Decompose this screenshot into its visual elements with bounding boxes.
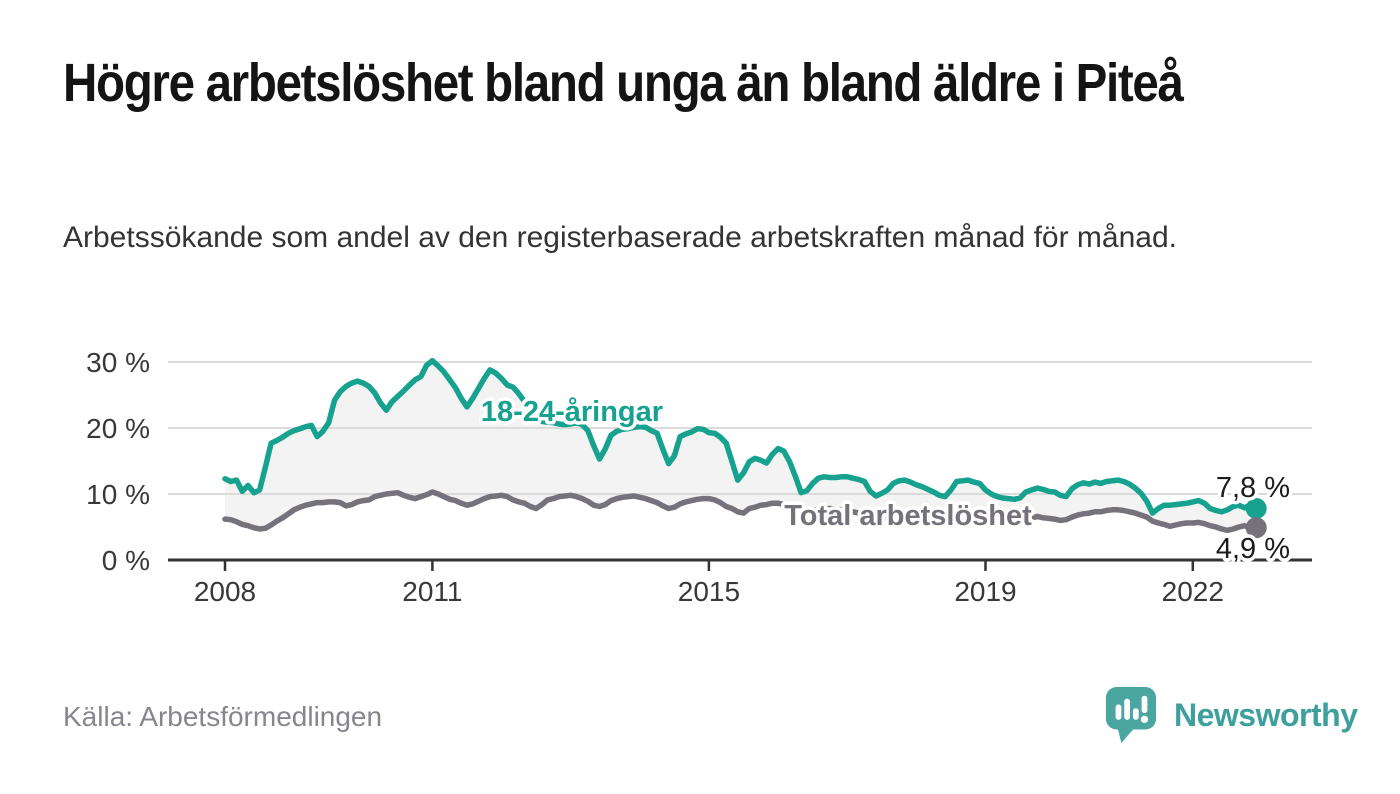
bar-icon-1 [1115, 704, 1122, 720]
bubble-body [1105, 687, 1157, 730]
series-line-young [222, 357, 1259, 516]
y-tick-label: 30 % [86, 347, 150, 378]
x-tick-label: 2011 [402, 576, 462, 607]
page-subtitle: Arbetssökande som andel av den registerb… [63, 221, 1177, 254]
page-title: Högre arbetslöshet bland unga än bland ä… [63, 53, 1184, 113]
newsworthy-wordmark: Newsworthy [1174, 696, 1358, 733]
source-note: Källa: Arbetsförmedlingen [63, 701, 383, 732]
series-end-dot-young [1245, 498, 1267, 519]
bar-icon-2 [1124, 698, 1131, 720]
series-label-total: Total arbetslöshet [784, 500, 1032, 532]
value-label-young: 7,8 % [1216, 472, 1290, 504]
series-line-total [222, 489, 1259, 534]
series-label-young: 18-24-åringar [481, 396, 663, 428]
axis-grid-layer: 30 % 20 % 10 % 0 % 2008 2011 2015 2019 2022 [86, 347, 1312, 607]
series-band-fill [225, 360, 1257, 531]
newsworthy-logo: Newsworthy [1104, 684, 1358, 746]
x-tick-label: 2008 [194, 576, 256, 607]
x-tick-label: 2015 [678, 576, 740, 607]
bubble-tail [1117, 727, 1135, 743]
value-label-total: 4,9 % [1216, 533, 1290, 565]
x-tick-label: 2019 [954, 576, 1016, 607]
series-end-dot-total [1245, 517, 1267, 539]
y-tick-label: 20 % [86, 413, 150, 444]
x-tick-label: 2022 [1162, 576, 1224, 607]
exclamation-dot-icon [1140, 715, 1149, 724]
series-layer [222, 357, 1267, 539]
y-tick-label: 0 % [102, 545, 150, 576]
exclamation-bar-icon [1141, 695, 1148, 714]
bar-icon-3 [1132, 708, 1139, 720]
y-tick-label: 10 % [86, 479, 150, 510]
newsworthy-bubble-chart-icon [1105, 687, 1157, 743]
band-fill-layer [225, 360, 1257, 531]
